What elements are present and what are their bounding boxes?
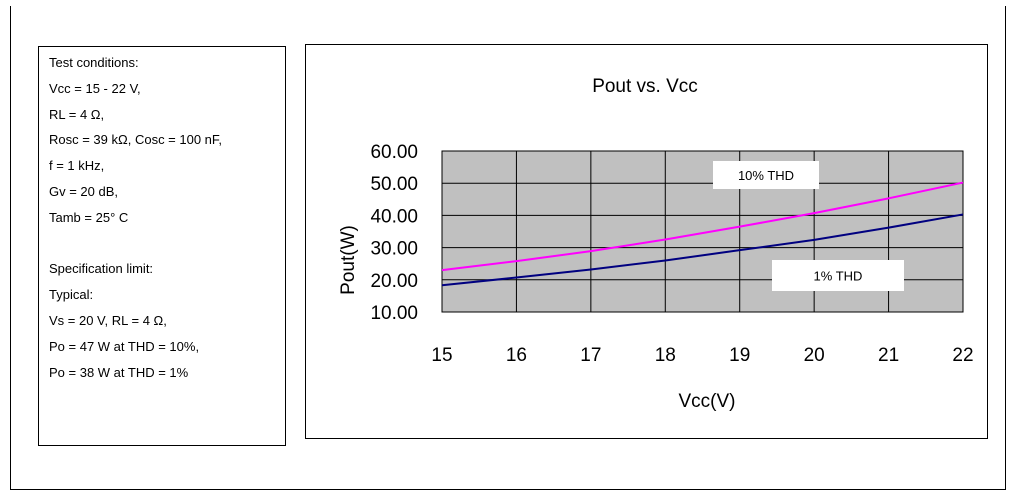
condition-spacer [49, 237, 285, 263]
condition-line: Po = 47 W at THD = 10%, [49, 338, 200, 354]
y-tick-label: 20.00 [370, 271, 418, 292]
condition-line: Typical: [49, 287, 94, 303]
series-line-10pct-thd [441, 181, 964, 272]
series-lines [441, 181, 964, 287]
x-tick-label: 16 [506, 345, 527, 366]
y-tick-label: 40.00 [370, 206, 418, 227]
x-tick-label: 18 [655, 345, 676, 366]
series-label: 10% THD [738, 168, 794, 183]
series-label: 1% THD [814, 269, 863, 284]
series-label-box [713, 161, 819, 189]
series-label-box [772, 260, 904, 291]
condition-line: Po = 38 W at THD = 1% [49, 364, 189, 380]
condition-line: Vcc = 15 - 22 V, [49, 80, 141, 96]
chart-title: Pout vs. Vcc [592, 76, 698, 97]
condition-line: Gv = 20 dB, [49, 183, 119, 199]
x-tick-label: 19 [729, 345, 750, 366]
series-labels: 10% THD 1% THD [713, 161, 904, 291]
x-axis-label: Vcc(V) [679, 391, 736, 412]
y-tick-label: 10.00 [370, 303, 418, 324]
y-tick-label: 60.00 [370, 142, 418, 163]
x-tick-label: 20 [804, 345, 825, 366]
condition-line: Specification limit: [49, 261, 154, 277]
series-line-1pct-thd [441, 213, 964, 287]
condition-line: Test conditions: [49, 55, 139, 70]
grid-lines [441, 150, 964, 313]
y-tick-label: 50.00 [370, 174, 418, 195]
y-tick-label: 30.00 [370, 239, 418, 260]
x-tick-labels: 15 16 17 18 19 20 21 22 [431, 345, 973, 366]
y-axis-label: Pout(W) [338, 225, 359, 295]
pout-vs-vcc-chart: Pout vs. Vcc 10.00 20.00 30.00 40.00 50.00 60… [338, 76, 974, 412]
x-tick-label: 17 [580, 345, 601, 366]
condition-line: RL = 4 Ω, [49, 106, 105, 122]
chart-frame: Pout vs. Vcc 10.00 20.00 30.00 40.00 50.00 60… [305, 44, 988, 439]
condition-line: Rosc = 39 kΩ, Cosc = 100 nF, [49, 132, 223, 148]
test-conditions-box: Test conditions: Vcc = 15 - 22 V, RL = 4… [38, 46, 286, 446]
y-tick-labels: 10.00 20.00 30.00 40.00 50.00 60.00 [370, 142, 418, 324]
condition-line: f = 1 kHz, [49, 158, 105, 174]
x-tick-label: 15 [431, 345, 452, 366]
condition-line: Vs = 20 V, RL = 4 Ω, [49, 312, 167, 328]
x-tick-label: 22 [952, 345, 973, 366]
x-tick-label: 21 [878, 345, 899, 366]
figure-frame [10, 6, 1006, 490]
condition-line: Tamb = 25° C [49, 209, 129, 225]
